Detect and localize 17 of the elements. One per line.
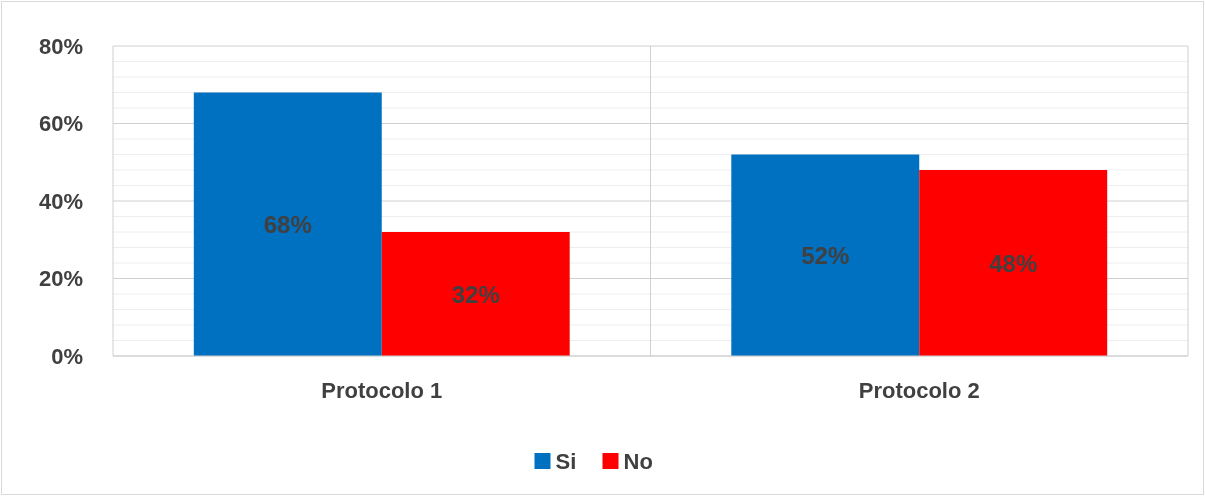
y-tick-label: 20%	[38, 266, 83, 291]
bar	[919, 170, 1108, 356]
bar	[381, 232, 570, 356]
y-tick-label: 60%	[38, 111, 83, 136]
x-tick-label: Protocolo 2	[858, 378, 980, 403]
legend-label: Si	[555, 448, 577, 474]
legend-label: No	[623, 448, 653, 474]
bar	[193, 92, 382, 356]
y-tick-label: 80%	[38, 33, 83, 59]
y-tick-label: 0%	[51, 343, 83, 369]
bar	[731, 154, 920, 356]
data-label: 32%	[451, 280, 500, 308]
x-tick-label: Protocolo 1	[321, 378, 443, 403]
data-label: 52%	[801, 241, 850, 269]
data-label: 48%	[989, 249, 1038, 277]
y-tick-label: 40%	[38, 188, 83, 214]
data-label: 68%	[263, 210, 312, 238]
